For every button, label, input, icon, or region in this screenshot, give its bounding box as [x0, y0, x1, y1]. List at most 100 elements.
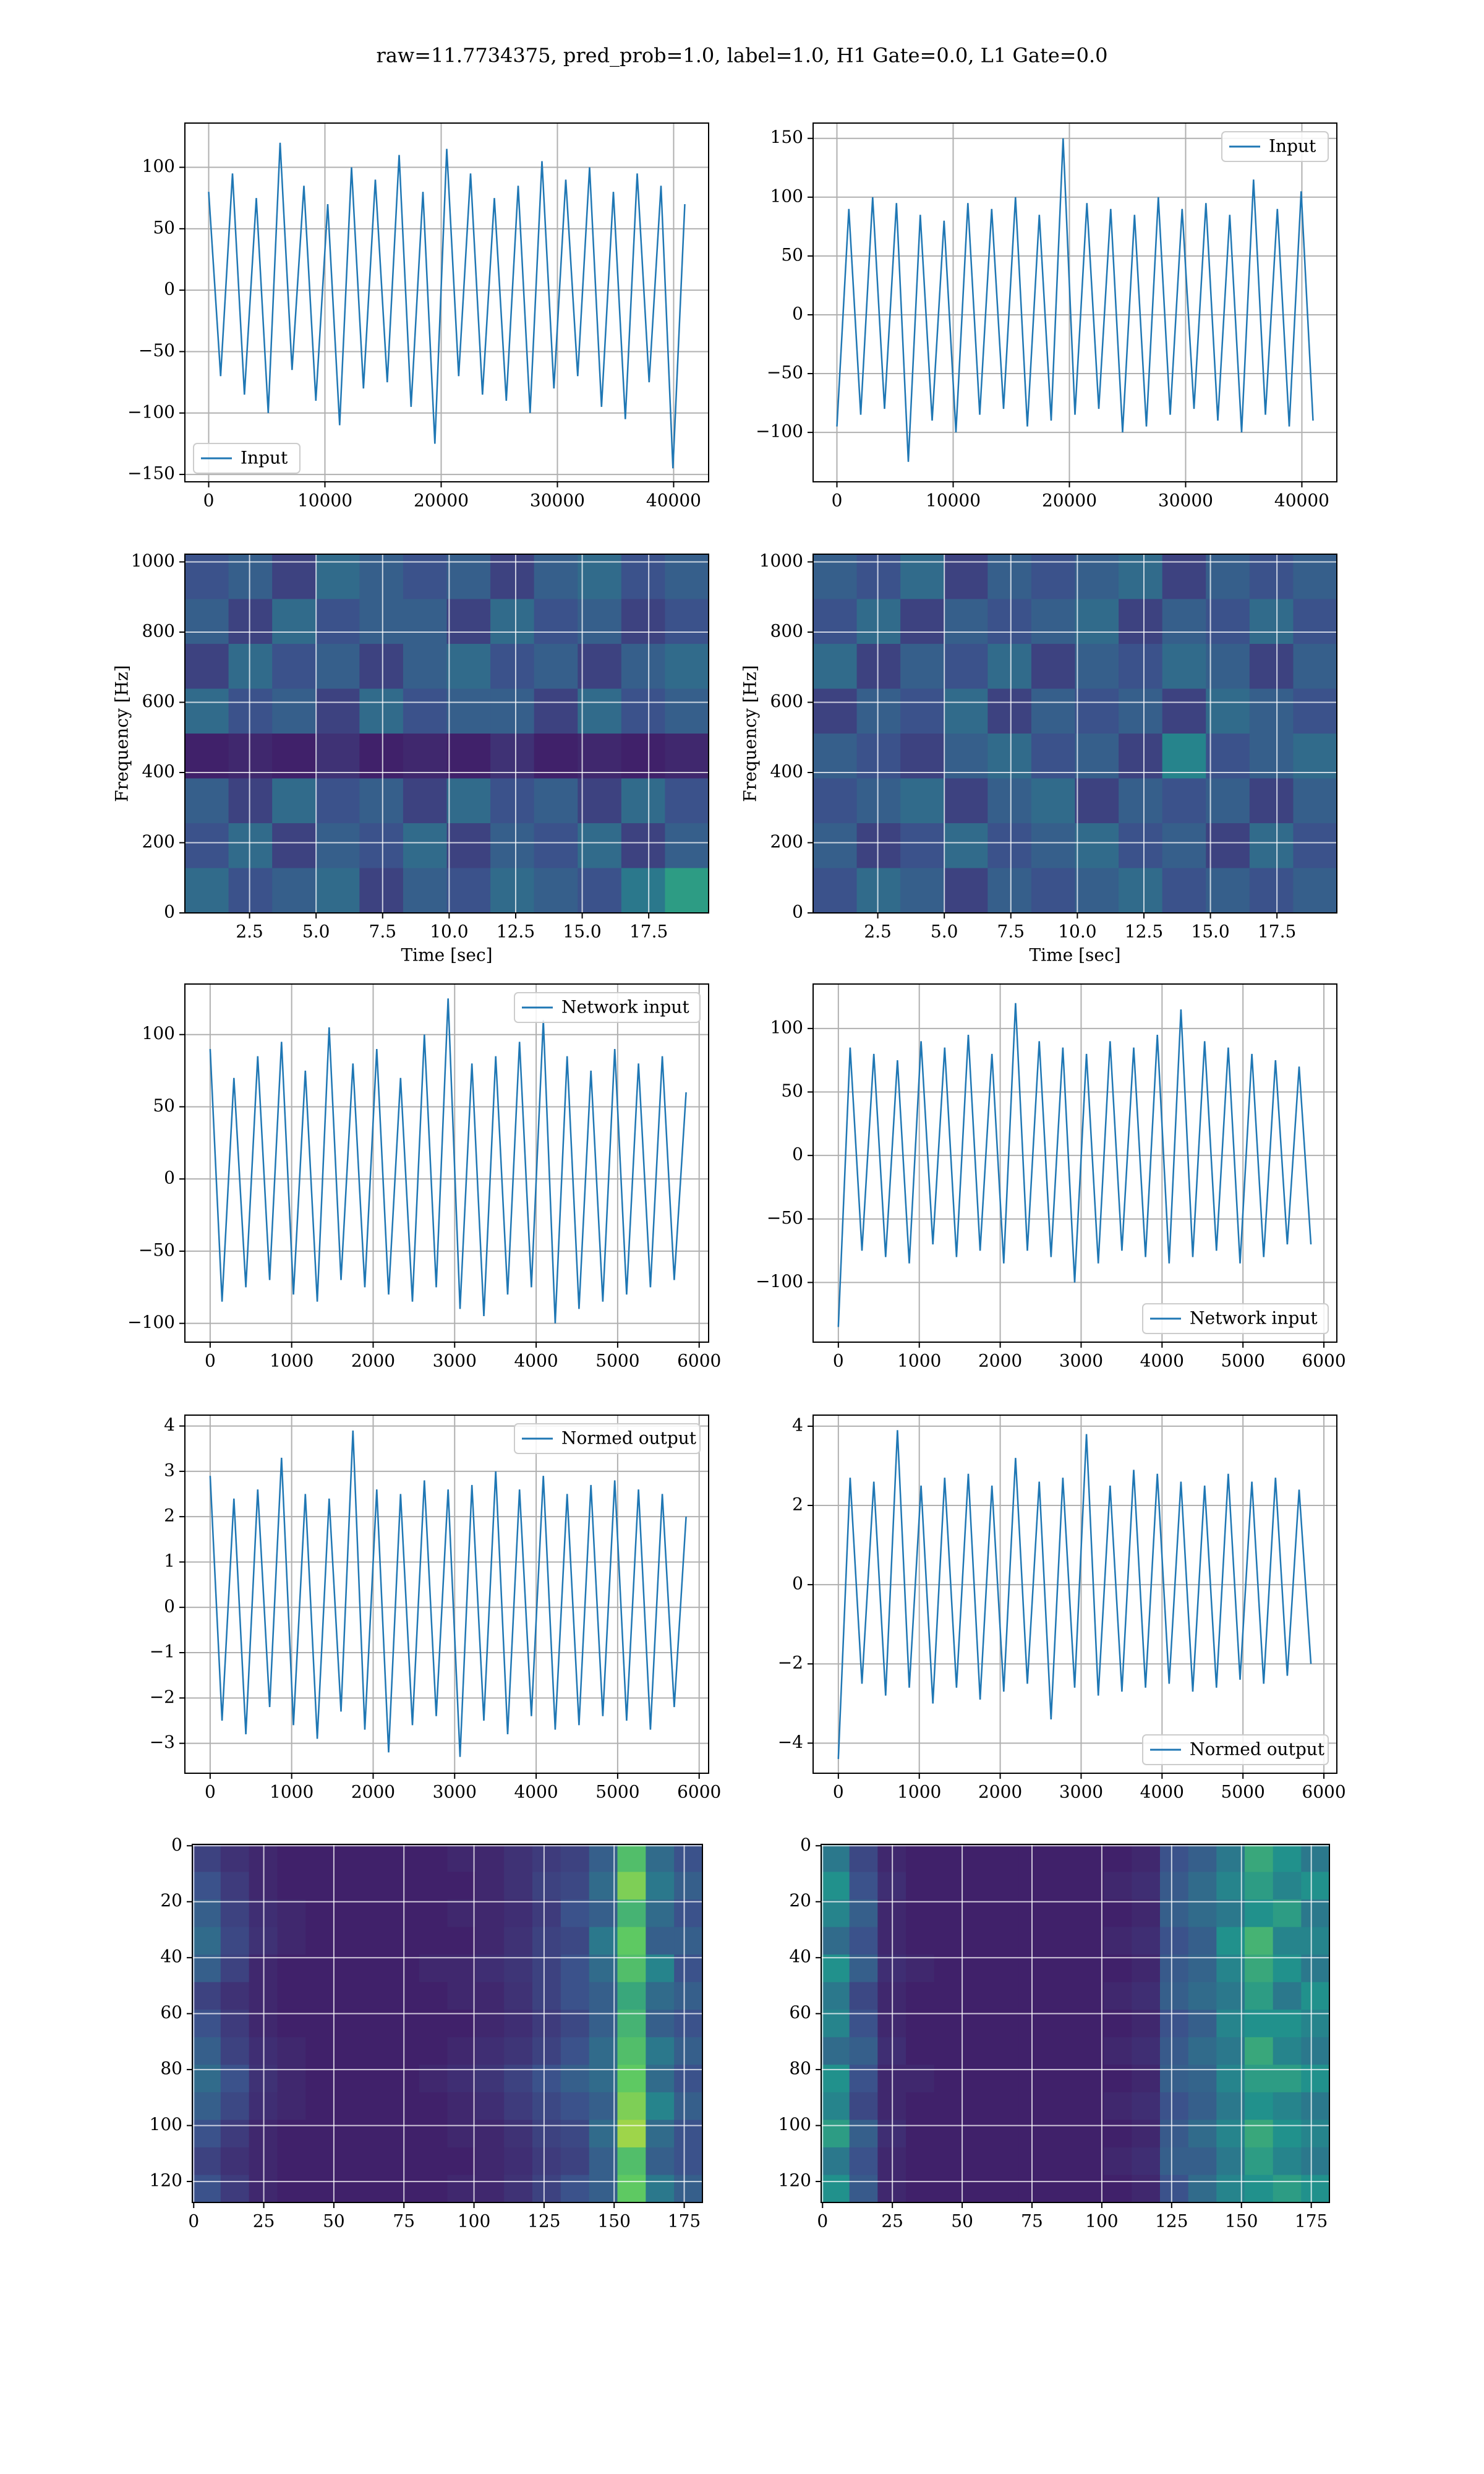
heat-cell — [617, 2092, 646, 2120]
heat-cell — [475, 1954, 505, 1983]
heat-cell — [1245, 2120, 1274, 2148]
heat-cell — [621, 778, 666, 824]
heat-cell — [390, 1844, 420, 1873]
axes-frame — [812, 1415, 1337, 1774]
heat-cell — [390, 2147, 420, 2176]
heat-cell — [1018, 2147, 1047, 2176]
subplot: 0 25 50 75 100 125 150 175 0 20 40 60 80 100 120 — [778, 1834, 1330, 2232]
heat-cell — [447, 1954, 476, 1983]
heat-cell — [1047, 1954, 1076, 1983]
heat-cell — [1293, 823, 1337, 869]
y-tick-label: 100 — [770, 1017, 803, 1037]
heat-cell — [934, 2147, 963, 2176]
heat-cell — [1031, 868, 1076, 914]
heat-cell — [560, 2147, 590, 2176]
x-tick-label: 50 — [951, 2211, 973, 2232]
heat-cell — [646, 1982, 675, 2010]
heat-cell — [192, 2092, 221, 2120]
y-tick-label: 60 — [789, 2002, 811, 2022]
y-tick-label: 0 — [792, 1573, 803, 1594]
heat-cell — [446, 688, 491, 734]
heat-cell — [1188, 1927, 1217, 1955]
heat-cell — [1301, 2092, 1330, 2120]
heat-cell — [192, 2120, 221, 2148]
heat-cell — [220, 1927, 250, 1955]
x-tick-label: 17.5 — [629, 922, 668, 942]
x-tick-label: 40000 — [1274, 490, 1329, 511]
y-tick-label: −1 — [150, 1641, 175, 1662]
heat-cell — [1075, 1872, 1104, 1900]
x-tick-label: 5.0 — [302, 922, 330, 942]
heat-cell — [534, 868, 578, 914]
heat-cell — [646, 2092, 675, 2120]
y-tick-label: 0 — [171, 1834, 182, 1855]
heat-cell — [315, 644, 360, 690]
heat-cell — [962, 1872, 991, 1900]
heat-cell — [490, 554, 535, 600]
heat-cell — [934, 1954, 963, 1983]
heat-cell — [962, 2175, 991, 2203]
heat-cell — [272, 554, 317, 600]
heat-cell — [390, 2037, 420, 2065]
heat-cell — [665, 644, 709, 690]
heat-cell — [1103, 1844, 1132, 1873]
heat-cell — [1188, 2037, 1217, 2065]
heat-cell — [1206, 778, 1250, 824]
heat-cell — [987, 644, 1032, 690]
x-tick-label: 175 — [668, 2211, 701, 2232]
heat-cell — [272, 688, 317, 734]
heat-cell — [934, 2120, 963, 2148]
heat-cell — [1301, 2120, 1330, 2148]
heat-cell — [1162, 823, 1206, 869]
heat-cell — [560, 2065, 590, 2093]
heat-cell — [1018, 1899, 1047, 1928]
heat-cell — [403, 688, 448, 734]
x-tick-label: 3000 — [433, 1782, 477, 1802]
heat-cell — [1031, 599, 1076, 644]
heat-cell — [1216, 2037, 1245, 2065]
heat-cell — [192, 1982, 221, 2010]
heat-cell — [991, 2037, 1020, 2065]
heat-cell — [532, 2065, 561, 2093]
heat-cell — [621, 734, 666, 779]
heat-cell — [403, 778, 448, 824]
heat-cell — [359, 599, 404, 644]
heat-cell — [334, 1982, 363, 2010]
legend-label: Normed output — [1190, 1739, 1325, 1760]
heat-cell — [1075, 823, 1119, 869]
y-tick-label: 0 — [164, 1168, 175, 1188]
heat-cell — [665, 823, 709, 869]
x-tick-label: 0 — [205, 1351, 216, 1371]
heat-cell — [665, 599, 709, 644]
heat-cell — [849, 2037, 878, 2065]
heat-cell — [419, 2147, 448, 2176]
heat-cell — [1132, 1927, 1161, 1955]
heat-cell — [1216, 1899, 1245, 1928]
heat-cell — [1103, 2120, 1132, 2148]
heat-cell — [419, 1872, 448, 1900]
x-tick-label: 0 — [188, 2211, 199, 2232]
heat-cell — [446, 823, 491, 869]
heat-cell — [1031, 554, 1076, 600]
heat-cell — [334, 1899, 363, 1928]
y-tick-label: 100 — [150, 2114, 182, 2134]
heat-cell — [475, 1927, 505, 1955]
heat-cell — [962, 1844, 991, 1873]
heat-cell — [490, 644, 535, 690]
heat-cell — [277, 1982, 306, 2010]
heat-cell — [185, 868, 229, 914]
heat-cell — [1216, 1927, 1245, 1955]
heat-cell — [504, 1982, 533, 2010]
heat-cell — [849, 1927, 878, 1955]
heat-cell — [821, 2175, 850, 2203]
heat-cell — [305, 1872, 335, 1900]
heat-cell — [1216, 2175, 1245, 2203]
heat-cell — [1119, 644, 1163, 690]
heat-cell — [1132, 1899, 1161, 1928]
heat-cell — [362, 1927, 391, 1955]
heat-cell — [475, 1899, 505, 1928]
heat-cell — [1188, 2065, 1217, 2093]
heat-cell — [621, 868, 666, 914]
heat-cell — [560, 2092, 590, 2120]
heat-cell — [934, 2037, 963, 2065]
